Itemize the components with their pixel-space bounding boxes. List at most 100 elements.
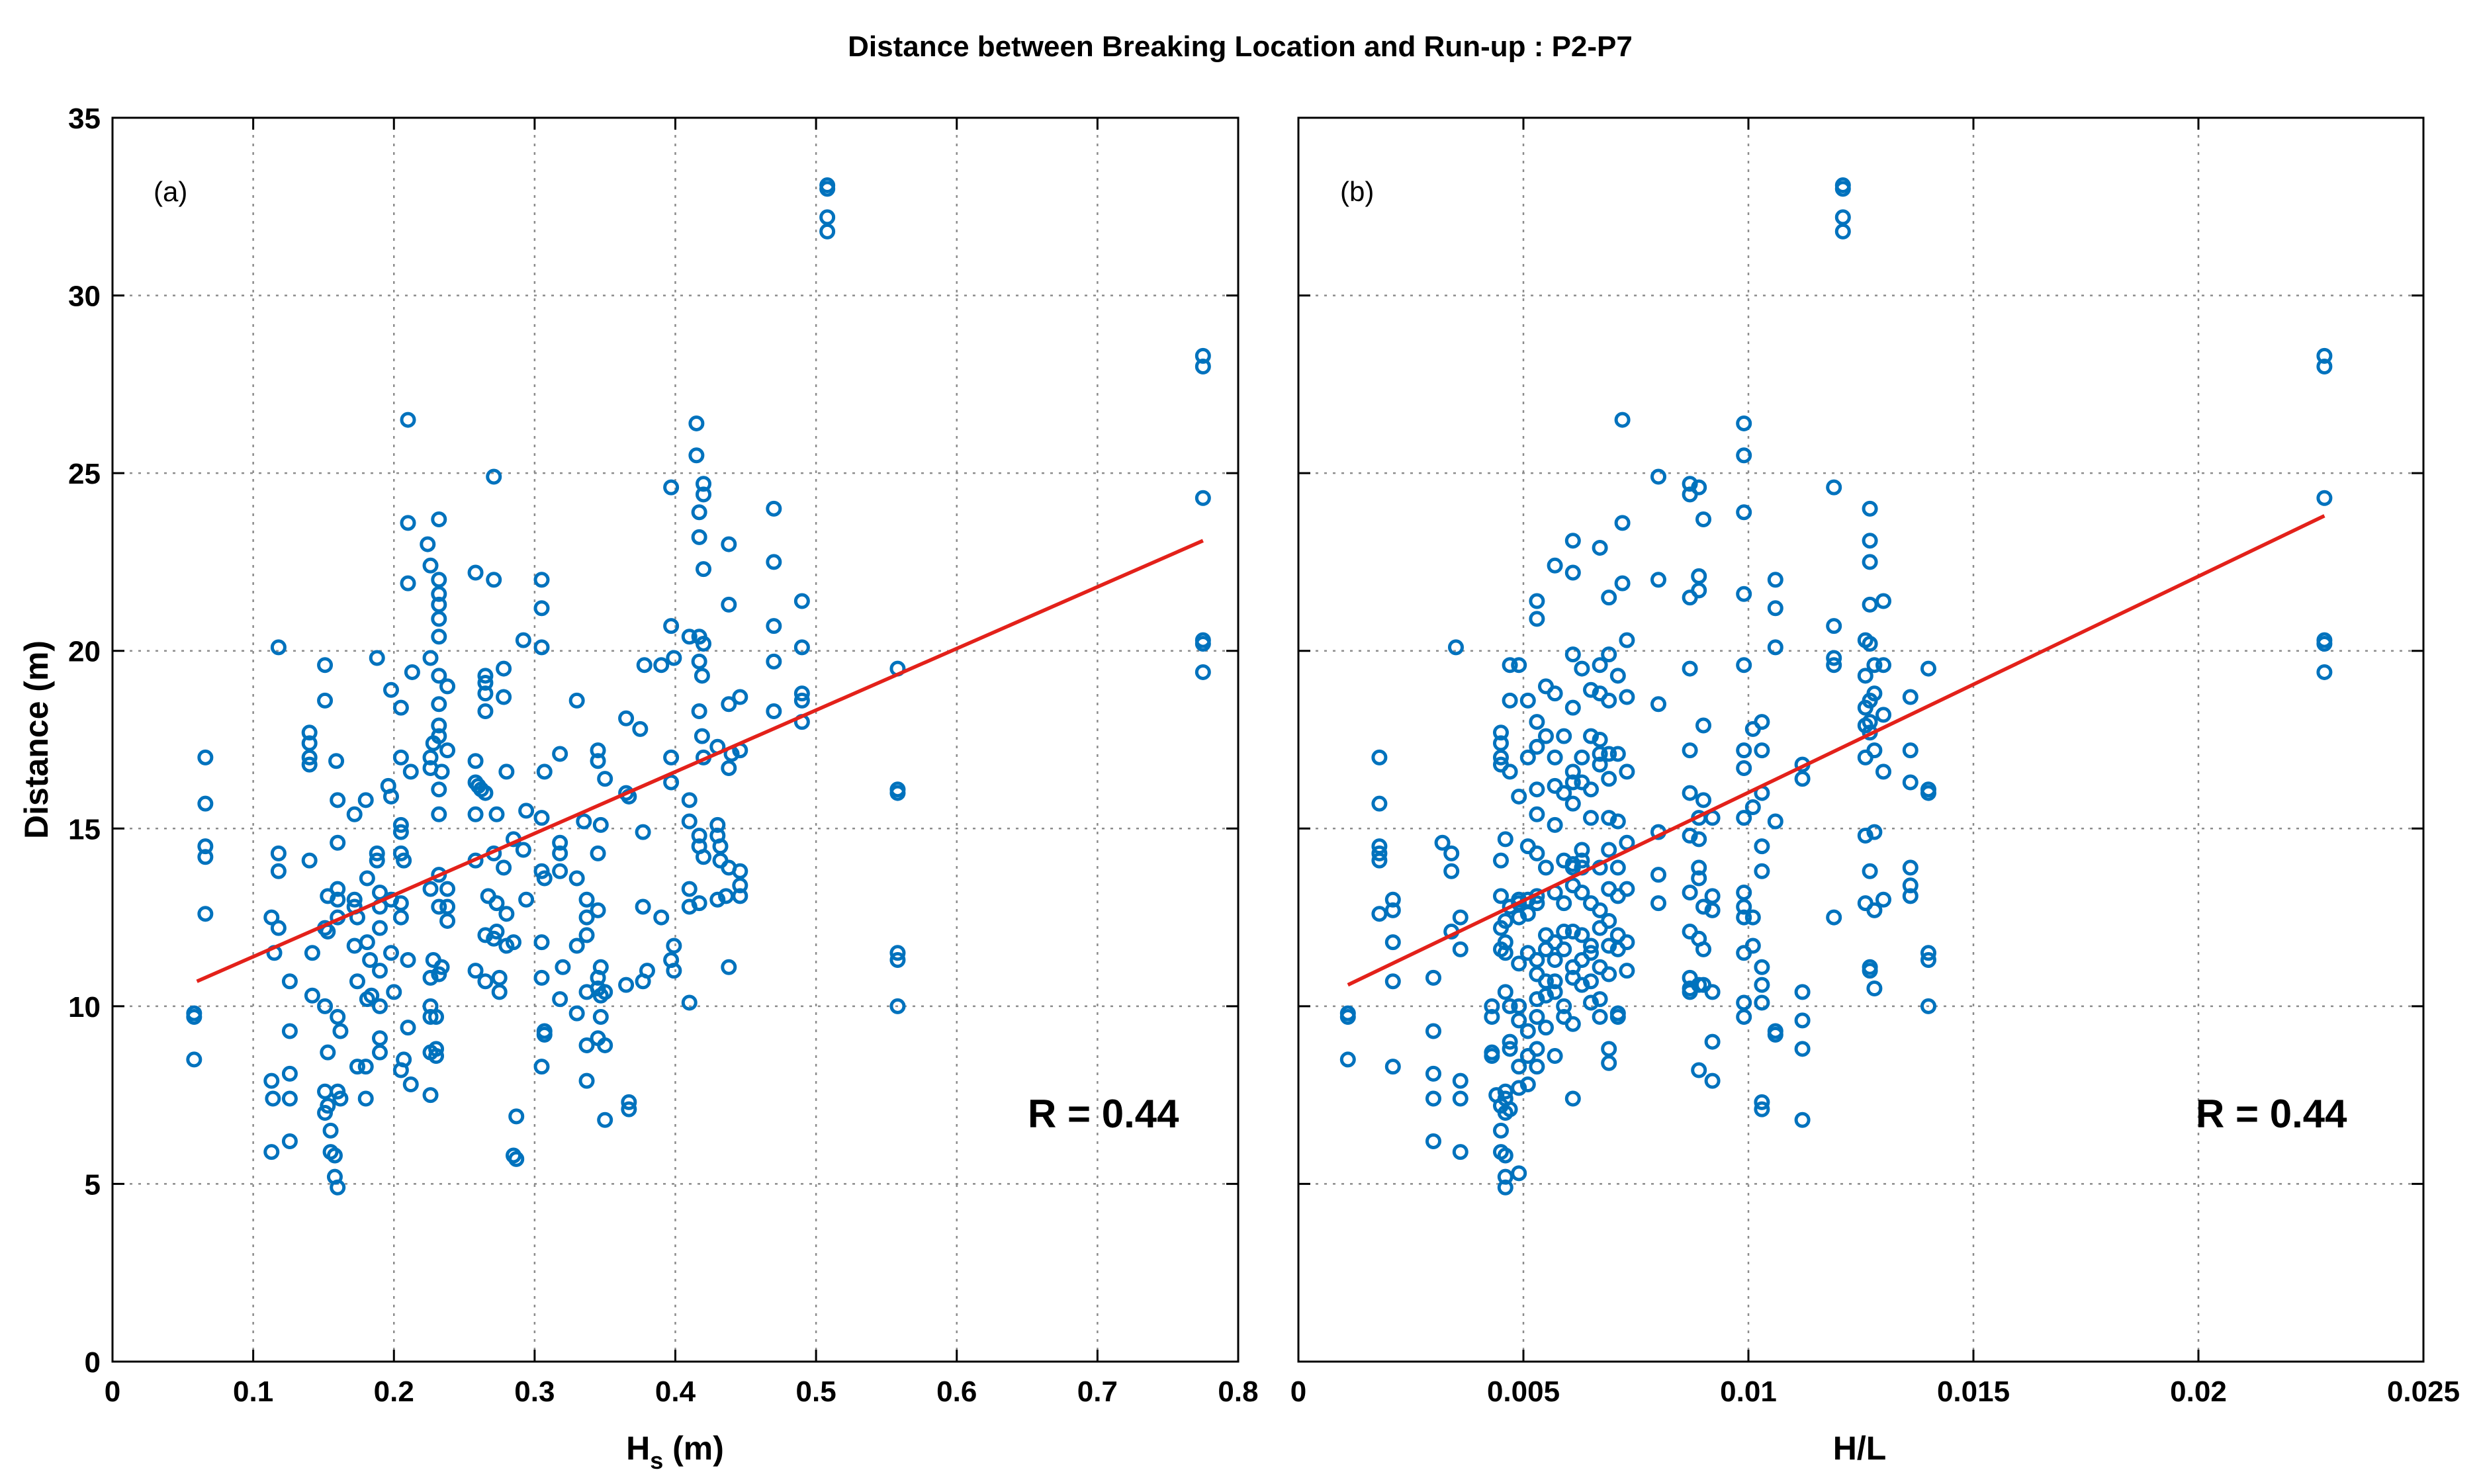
scatter-point [1794, 1112, 1811, 1128]
scatter-point [1529, 611, 1545, 627]
x-tick-label: 0 [1290, 1375, 1306, 1408]
scatter-point [1195, 664, 1211, 680]
scatter-point [1564, 699, 1581, 716]
scatter-point [1875, 891, 1891, 908]
figure-title: Distance between Breaking Location and R… [848, 30, 1633, 63]
scatter-point [498, 764, 515, 780]
scatter-point [552, 845, 568, 861]
scatter-point [1484, 998, 1500, 1014]
scatter-point [496, 859, 512, 876]
y-tick-label: 30 [68, 281, 101, 313]
scatter-point [1920, 952, 1936, 969]
scatter-point [1371, 845, 1388, 861]
scatter-point [431, 586, 447, 602]
scatter-point [281, 1090, 298, 1107]
scatter-point [1519, 1023, 1536, 1039]
x-tick-label: 0.6 [936, 1375, 977, 1408]
panel-a-xlabel-main: H [626, 1430, 650, 1467]
scatter-point [301, 724, 318, 741]
scatter-point [1511, 1012, 1527, 1029]
scatter-point [1538, 728, 1554, 744]
scatter-point [1682, 742, 1698, 759]
scatter-point [330, 891, 346, 908]
scatter-point [1511, 909, 1527, 926]
scatter-point [1493, 888, 1509, 904]
scatter-point [681, 813, 698, 830]
scatter-point [1493, 724, 1509, 741]
scatter-point [357, 1059, 374, 1075]
scatter-point [1691, 582, 1707, 599]
scatter-point [392, 909, 409, 926]
scatter-point [1384, 902, 1401, 918]
x-tick-label: 0.5 [796, 1375, 836, 1408]
scatter-point [508, 1151, 525, 1167]
scatter-point [1695, 792, 1711, 808]
scatter-point [1452, 1144, 1468, 1160]
scatter-point [1601, 912, 1617, 929]
scatter-point [304, 987, 320, 1004]
scatter-point [618, 977, 635, 993]
scatter-point [578, 909, 595, 926]
scatter-point [793, 639, 810, 656]
scatter-point [422, 1008, 439, 1025]
scatter-point [1592, 657, 1608, 674]
x-tick-label: 0.02 [2170, 1375, 2227, 1408]
scatter-point [1744, 799, 1761, 816]
scatter-point [328, 753, 345, 769]
scatter-point [431, 696, 447, 713]
scatter-point [688, 415, 705, 431]
scatter-point [1448, 639, 1464, 656]
scatter-point [1425, 1133, 1441, 1149]
scatter-point [1826, 479, 1842, 496]
scatter-point [1619, 632, 1635, 648]
scatter-point [1564, 1090, 1581, 1107]
scatter-point [467, 963, 484, 979]
y-tick-label: 10 [68, 991, 101, 1024]
scatter-point [1502, 692, 1518, 709]
scatter-point [428, 1041, 445, 1057]
scatter-point [431, 806, 447, 822]
panel-a-ticks: 0 0.1 0.2 0.3 0.4 0.5 0.6 0.7 0.8 0 5 10 15 20 25 30 35 [68, 103, 1259, 1408]
scatter-point [346, 891, 363, 908]
scatter-point [636, 657, 653, 674]
scatter-point [1650, 895, 1666, 912]
scatter-point [1564, 795, 1581, 812]
scatter-point [696, 561, 712, 578]
scatter-point [533, 969, 550, 986]
scatter-point [1875, 593, 1891, 609]
scatter-point [197, 749, 214, 765]
scatter-point [732, 888, 748, 904]
scatter-point [1754, 714, 1770, 730]
scatter-point [1754, 977, 1770, 993]
scatter-point [301, 749, 318, 765]
scatter-point [1619, 963, 1635, 979]
scatter-point [663, 479, 680, 496]
scatter-point [578, 1072, 595, 1089]
scatter-point [590, 902, 606, 918]
scatter-point [301, 756, 318, 773]
scatter-point [568, 938, 585, 954]
scatter-point [326, 1147, 343, 1164]
scatter-point [1767, 572, 1783, 588]
scatter-point [1519, 906, 1536, 922]
scatter-point [1574, 977, 1590, 993]
panel-a: 0 0.1 0.2 0.3 0.4 0.5 0.6 0.7 0.805101520253035 … [18, 103, 1259, 1474]
scatter-point [1511, 1165, 1527, 1182]
scatter-point [488, 806, 505, 822]
scatter-point [1736, 760, 1752, 776]
scatter-point [263, 909, 280, 926]
scatter-point [1538, 987, 1554, 1004]
scatter-point [1875, 764, 1891, 780]
scatter-point [1484, 1048, 1500, 1065]
scatter-point [766, 554, 782, 570]
scatter-point [2316, 635, 2333, 652]
panel-b-r-value: R = 0.44 [2196, 1092, 2347, 1136]
scatter-point [422, 969, 439, 986]
scatter-point [392, 824, 409, 840]
scatter-point [721, 536, 737, 552]
scatter-point [422, 749, 439, 765]
scatter-point [1601, 966, 1617, 982]
scatter-point [766, 653, 782, 670]
scatter-point [371, 963, 388, 979]
